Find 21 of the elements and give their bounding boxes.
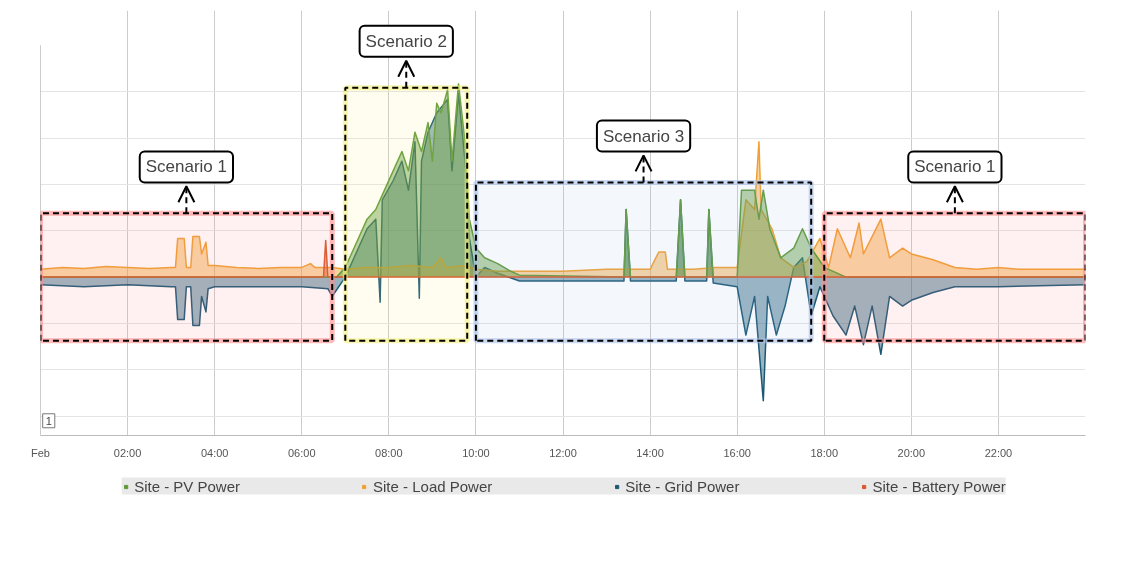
x-tick-label: 04:00 [200,446,229,459]
legend-label: Site - Battery Power [872,477,1006,495]
x-tick-label: 06:00 [287,446,316,459]
legend-label: Site - PV Power [134,477,241,495]
legend-label: Site - Load Power [373,477,493,495]
band-label: Scenario 3 [602,126,685,146]
x-tick-label: 08:00 [375,446,403,459]
text: 1 [45,414,52,427]
x-tick-label: 20:00 [897,446,926,459]
x-tick-label: 16:00 [723,446,751,459]
x-tick-label: 02:00 [113,446,142,459]
x-tick-label: 18:00 [810,446,839,459]
band-label: Scenario 1 [914,157,996,177]
band-label: Scenario 2 [365,31,447,51]
x-tick-label: 14:00 [636,446,664,459]
x-tick-label: Feb [31,446,50,459]
band-label: Scenario 1 [145,157,228,177]
legend-label: Site - Grid Power [625,477,740,495]
x-tick-label: 10:00 [462,446,490,459]
x-tick-label: 12:00 [549,446,577,459]
x-tick-label: 22:00 [984,446,1013,459]
